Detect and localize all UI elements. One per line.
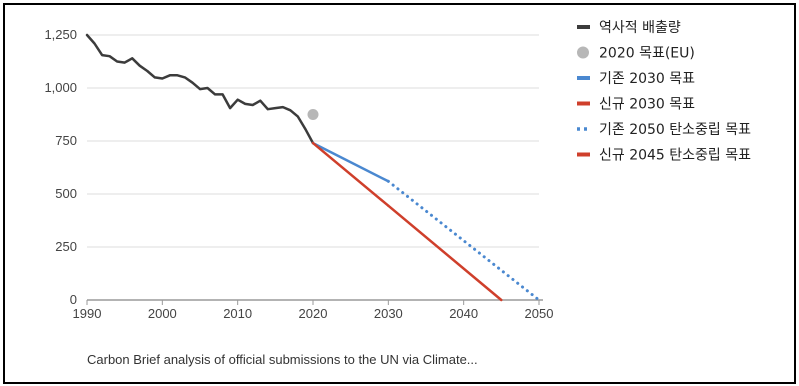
y-tick-label: 1,250 bbox=[44, 27, 77, 42]
chart-frame: 0 250 500 750 1,000 1,250 1990 2000 2010 2020 2030… bbox=[3, 3, 796, 384]
old_2050-line bbox=[388, 181, 539, 300]
y-tick-label: 250 bbox=[55, 239, 77, 254]
y-tick-label: 1,000 bbox=[44, 80, 77, 95]
x-tick-label: 1990 bbox=[73, 306, 102, 321]
x-tick-label: 2000 bbox=[148, 306, 177, 321]
x-tick-label: 2020 bbox=[299, 306, 328, 321]
emissions-chart: 0 250 500 750 1,000 1,250 1990 2000 2010 2020 2030… bbox=[5, 5, 794, 382]
source-note: Carbon Brief analysis of official submis… bbox=[87, 352, 478, 367]
x-tick-label: 2050 bbox=[525, 306, 554, 321]
legend-item-eu_target[interactable]: 2020 목표(EU) bbox=[577, 46, 695, 62]
new_2045-line bbox=[388, 206, 501, 300]
x-tick-label: 2040 bbox=[449, 306, 478, 321]
legend-label: 기존 2030 목표 bbox=[599, 71, 695, 87]
legend-label: 2020 목표(EU) bbox=[599, 46, 695, 62]
legend-item-new_2045[interactable]: 신규 2045 탄소중립 목표 bbox=[577, 148, 751, 164]
axes: 0 250 500 750 1,000 1,250 1990 2000 2010 2020 2030… bbox=[44, 27, 553, 321]
legend-swatch-line bbox=[577, 25, 590, 29]
historical-line bbox=[87, 35, 313, 143]
legend-label: 신규 2045 탄소중립 목표 bbox=[599, 148, 751, 164]
y-tick-label: 500 bbox=[55, 186, 77, 201]
x-tick-label: 2010 bbox=[223, 306, 252, 321]
series bbox=[87, 35, 539, 300]
legend-item-old_2050[interactable]: 기존 2050 탄소중립 목표 bbox=[577, 122, 751, 138]
legend-swatch-point bbox=[577, 47, 589, 59]
eu_target-point bbox=[308, 109, 319, 120]
legend-label: 신규 2030 목표 bbox=[599, 97, 695, 113]
legend-swatch-line bbox=[577, 153, 590, 157]
legend-swatch-line bbox=[577, 76, 590, 80]
legend-label: 기존 2050 탄소중립 목표 bbox=[599, 122, 751, 138]
legend-item-historical[interactable]: 역사적 배출량 bbox=[577, 20, 681, 36]
x-tick-label: 2030 bbox=[374, 306, 403, 321]
y-tick-label: 750 bbox=[55, 133, 77, 148]
legend-swatch-line bbox=[577, 102, 590, 106]
legend-item-new_2030[interactable]: 신규 2030 목표 bbox=[577, 97, 695, 113]
legend-item-old_2030[interactable]: 기존 2030 목표 bbox=[577, 71, 695, 87]
legend-label: 역사적 배출량 bbox=[599, 20, 681, 36]
y-tick-label: 0 bbox=[70, 292, 77, 307]
